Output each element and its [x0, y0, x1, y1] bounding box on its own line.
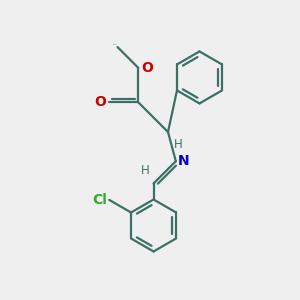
- Text: H: H: [174, 138, 183, 151]
- Text: H: H: [141, 164, 150, 178]
- Text: O: O: [94, 95, 106, 109]
- Text: methyl: methyl: [113, 44, 118, 45]
- Text: O: O: [141, 61, 153, 75]
- Text: Cl: Cl: [92, 193, 107, 207]
- Text: N: N: [178, 154, 190, 168]
